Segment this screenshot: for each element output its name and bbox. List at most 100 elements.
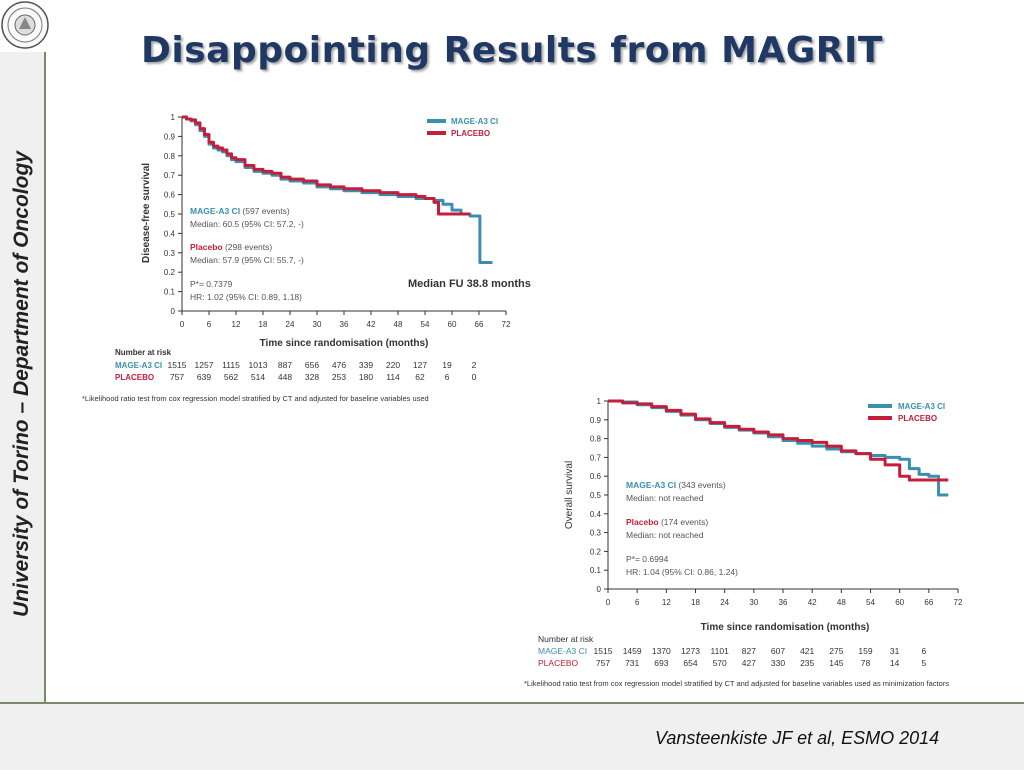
os-y-axis-label: Overall survival — [564, 461, 575, 529]
os-risk-value: 6 — [921, 646, 926, 656]
os-risk-value: 78 — [861, 658, 871, 668]
dfs-series-mage — [182, 115, 493, 264]
dfs-y-tick-label: 0.3 — [164, 249, 176, 258]
os-risk-value: 1515 — [594, 646, 613, 656]
dfs-footnote: *Likelihood ratio test from cox regressi… — [82, 394, 429, 403]
os-risk-label-placebo: PLACEBO — [538, 658, 579, 668]
dfs-x-tick-label: 66 — [475, 320, 484, 329]
os-x-tick-label: 48 — [837, 598, 846, 607]
dfs-x-tick-label: 18 — [259, 320, 268, 329]
dfs-y-tick-label: 0.2 — [164, 268, 176, 277]
os-x-tick-label: 54 — [866, 598, 875, 607]
dfs-risk-value: 339 — [359, 360, 373, 370]
os-risk-value: 330 — [771, 658, 785, 668]
os-risk-value: 427 — [742, 658, 756, 668]
dfs-risk-value: 887 — [278, 360, 292, 370]
dfs-risk-value: 562 — [224, 372, 238, 382]
dfs-annot-mage: MAGE-A3 CI (597 events) — [190, 206, 290, 216]
dfs-y-tick-label: 0 — [171, 307, 176, 316]
os-x-axis-label: Time since randomisation (months) — [701, 622, 870, 633]
os-x-tick-label: 18 — [691, 598, 700, 607]
sidebar-label: University of Torino – Department of Onc… — [10, 151, 33, 617]
university-seal-icon — [1, 1, 49, 49]
slide-title: Disappointing Results from MAGRIT — [141, 30, 883, 71]
dfs-x-tick-label: 42 — [367, 320, 376, 329]
dfs-x-tick-label: 12 — [232, 320, 241, 329]
os-legend-placebo: PLACEBO — [898, 414, 937, 423]
os-x-tick-label: 66 — [924, 598, 933, 607]
dfs-x-tick-label: 0 — [180, 320, 185, 329]
os-risk-value: 827 — [742, 646, 756, 656]
dfs-annot-p-value: P*= 0.7379 — [190, 279, 233, 289]
os-x-tick-label: 30 — [749, 598, 758, 607]
os-x-tick-label: 36 — [779, 598, 788, 607]
dfs-risk-value: 514 — [251, 372, 265, 382]
dfs-risk-label-placebo: PLACEBO — [115, 373, 154, 382]
dfs-risk-value: 656 — [305, 360, 319, 370]
os-annot-p-value: P*= 0.6994 — [626, 554, 669, 564]
dfs-x-tick-label: 60 — [448, 320, 457, 329]
os-y-tick-label: 1 — [597, 397, 602, 406]
dfs-x-axis-label: Time since randomisation (months) — [260, 338, 429, 349]
dfs-y-tick-label: 0.7 — [164, 171, 176, 180]
os-risk-value: 1370 — [652, 646, 671, 656]
os-series-placebo — [608, 399, 949, 482]
os-risk-value: 145 — [829, 658, 843, 668]
os-risk-value: 607 — [771, 646, 785, 656]
dfs-risk-value: 180 — [359, 372, 373, 382]
os-risk-value: 1273 — [681, 646, 700, 656]
os-x-tick-label: 60 — [895, 598, 904, 607]
dfs-y-axis-label: Disease-free survival — [141, 163, 152, 263]
os-x-tick-label: 42 — [808, 598, 817, 607]
os-risk-value: 570 — [713, 658, 727, 668]
dfs-risk-value: 1013 — [249, 360, 268, 370]
os-x-tick-label: 0 — [606, 598, 611, 607]
dfs-risk-value: 114 — [386, 372, 400, 382]
os-annot-hr: HR: 1.04 (95% CI: 0.86, 1.24) — [626, 567, 738, 577]
os-y-tick-label: 0.2 — [590, 547, 602, 556]
dfs-risk-value: 1515 — [168, 360, 187, 370]
os-y-tick-label: 0.8 — [590, 435, 602, 444]
dfs-risk-label-mage: MAGE-A3 CI — [115, 361, 162, 370]
os-annot-placebo: Placebo (174 events) — [626, 517, 708, 527]
os-annot-placebo-median: Median: not reached — [626, 530, 704, 540]
dfs-legend-placebo: PLACEBO — [451, 129, 490, 138]
dfs-risk-value: 448 — [278, 372, 292, 382]
os-risk-header: Number at risk — [538, 634, 594, 644]
dfs-risk-value: 757 — [170, 372, 184, 382]
dfs-risk-value: 328 — [305, 372, 319, 382]
dfs-annot-hr: HR: 1.02 (95% CI: 0.89, 1.18) — [190, 292, 302, 302]
dfs-annot-mage-median: Median: 60.5 (95% CI: 57.2, -) — [190, 219, 304, 229]
os-x-tick-label: 6 — [635, 598, 640, 607]
os-risk-value: 693 — [654, 658, 668, 668]
os-risk-label-mage: MAGE-A3 CI — [538, 646, 587, 656]
os-x-tick-label: 12 — [662, 598, 671, 607]
dfs-risk-value: 1115 — [222, 360, 240, 370]
os-y-tick-label: 0.1 — [590, 566, 602, 575]
os-risk-value: 757 — [596, 658, 610, 668]
os-risk-value: 159 — [858, 646, 872, 656]
os-x-tick-label: 72 — [954, 598, 963, 607]
os-risk-value: 275 — [829, 646, 843, 656]
dfs-risk-value: 0 — [472, 372, 477, 382]
dfs-y-tick-label: 1 — [171, 113, 176, 122]
dfs-risk-value: 62 — [415, 372, 425, 382]
os-y-tick-label: 0.3 — [590, 529, 602, 538]
sidebar-band — [0, 52, 46, 702]
os-y-tick-label: 0.4 — [590, 510, 602, 519]
os-y-tick-label: 0.5 — [590, 491, 602, 500]
dfs-x-tick-label: 48 — [394, 320, 403, 329]
os-chart: Overall survival 0 0.1 0.2 0.3 0.4 0.5 0.6 0.7 0… — [524, 397, 963, 688]
os-y-tick-label: 0.7 — [590, 453, 602, 462]
os-risk-value: 235 — [800, 658, 814, 668]
os-y-tick-label: 0 — [597, 585, 602, 594]
os-y-tick-label: 0.9 — [590, 416, 602, 425]
dfs-risk-value: 127 — [413, 360, 427, 370]
os-annot-mage-median: Median: not reached — [626, 493, 704, 503]
os-risk-value: 421 — [800, 646, 814, 656]
dfs-annot-placebo-median: Median: 57.9 (95% CI: 55.7, -) — [190, 255, 304, 265]
os-y-tick-label: 0.6 — [590, 472, 602, 481]
dfs-risk-value: 476 — [332, 360, 346, 370]
os-footnote: *Likelihood ratio test from cox regressi… — [524, 679, 949, 688]
